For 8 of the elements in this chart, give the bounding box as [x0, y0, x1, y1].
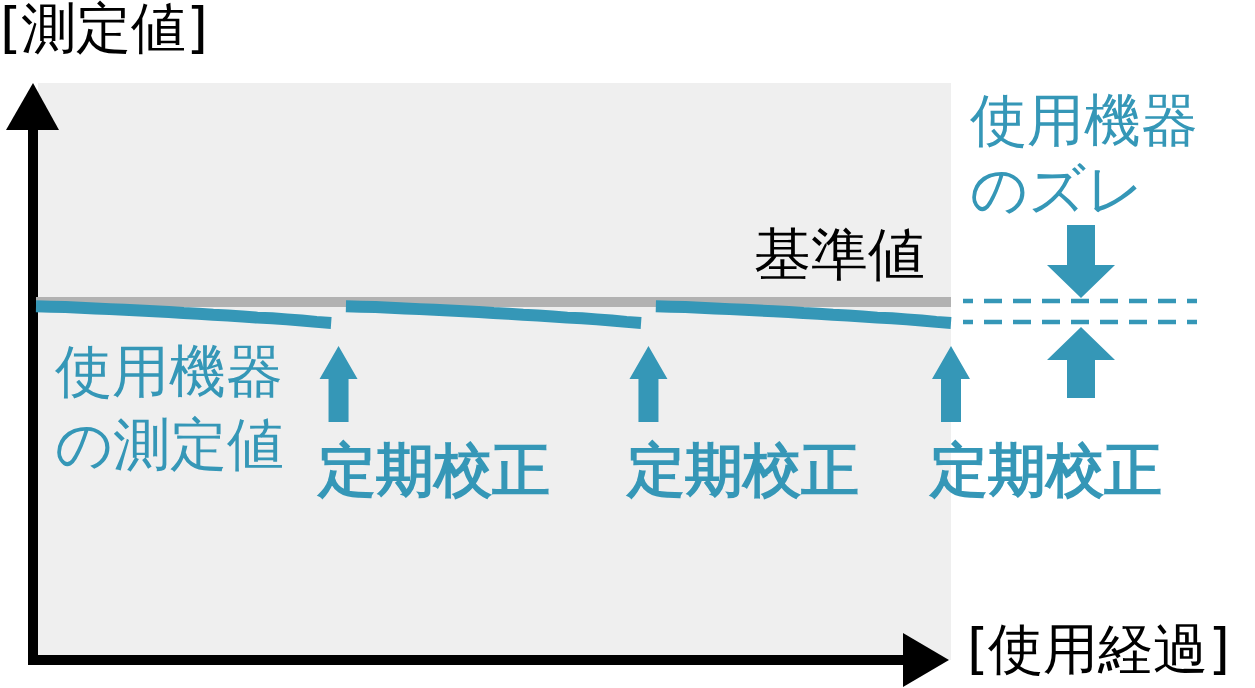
annotation: 定期校正 [928, 436, 1162, 504]
x-axis-title: [使用経過] [967, 617, 1230, 681]
text: 使用機器のズレ [970, 87, 1198, 222]
y-axis-title: [測定値] [0, 0, 208, 60]
annotation: 定期校正 [315, 436, 550, 504]
legend-label: 使用機器の測定値 [55, 338, 284, 478]
ref-line-label: 基準値 [754, 221, 925, 288]
annotation: 定期校正 [625, 436, 860, 504]
